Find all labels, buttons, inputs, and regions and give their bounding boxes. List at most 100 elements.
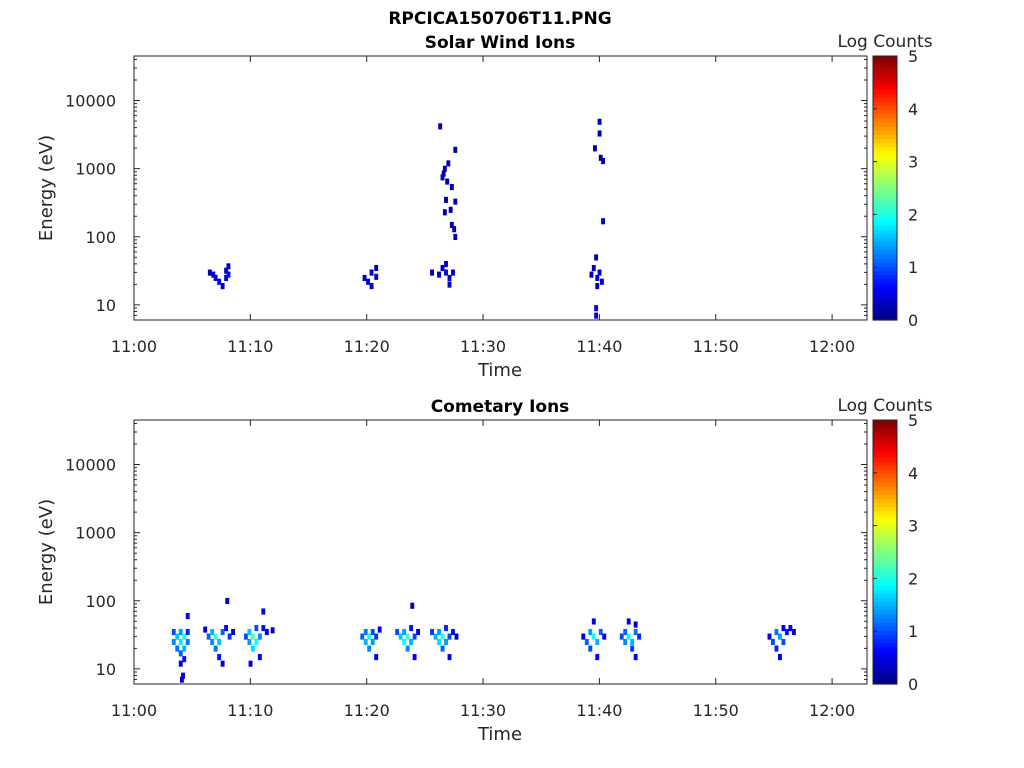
- colorbar-segment: [873, 576, 897, 582]
- heatmap-cell: [369, 283, 374, 290]
- colorbar-segment: [873, 646, 897, 652]
- heatmap-cell: [774, 645, 779, 652]
- heatmap-cell: [453, 146, 458, 153]
- colorbar-tick-label: 0: [908, 675, 918, 694]
- colorbar-segment: [873, 113, 897, 119]
- x-tick-label: 11:00: [111, 337, 157, 356]
- heatmap-cell: [250, 633, 255, 640]
- colorbar-segment: [873, 527, 897, 532]
- heatmap-cell: [444, 625, 448, 632]
- heatmap-cell: [182, 645, 187, 652]
- colorbar-segment: [873, 117, 897, 123]
- heatmap-cell: [591, 264, 596, 272]
- colorbar-segment: [873, 486, 897, 491]
- colorbar-segment: [873, 564, 897, 570]
- heatmap-cell: [213, 645, 218, 652]
- heatmap-cell: [402, 638, 407, 646]
- colorbar-segment: [873, 630, 897, 636]
- heatmap-cell: [581, 633, 586, 640]
- colorbar-segment: [873, 311, 897, 317]
- heatmap-cell: [440, 633, 445, 640]
- colorbar-tick-label: 3: [908, 153, 918, 172]
- y-tick-label: 10000: [65, 92, 116, 111]
- heatmap-cell: [626, 618, 631, 625]
- heatmap-cell: [449, 221, 454, 229]
- x-tick-label: 11:50: [693, 337, 739, 356]
- heatmap-cell: [430, 628, 434, 636]
- heatmap-cell: [217, 638, 222, 646]
- colorbar-segment: [873, 167, 897, 173]
- colorbar-segment: [873, 212, 897, 218]
- colorbar-segment: [873, 589, 897, 594]
- heatmap-cell: [402, 628, 407, 636]
- colorbar-segment: [873, 481, 897, 487]
- colorbar-tick-label: 5: [908, 47, 918, 66]
- heatmap-cell: [231, 628, 236, 636]
- colorbar-segment: [873, 622, 897, 627]
- x-tick-label: 11:50: [693, 701, 739, 720]
- heatmap-cell: [449, 184, 454, 191]
- heatmap-cell: [637, 633, 642, 640]
- heatmap-cell: [178, 650, 183, 657]
- colorbar-segment: [873, 494, 897, 499]
- colorbar-segment: [873, 278, 897, 284]
- heatmap-cell: [430, 269, 434, 276]
- heatmap-cell: [601, 218, 606, 225]
- heatmap-cell: [179, 676, 184, 683]
- heatmap-cell: [171, 628, 176, 636]
- colorbar-segment: [873, 572, 897, 578]
- colorbar-tick-label: 2: [908, 569, 918, 588]
- colorbar-segment: [873, 453, 897, 458]
- colorbar-segment: [873, 671, 897, 677]
- colorbar-segment: [873, 424, 897, 429]
- colorbar-segment: [873, 638, 897, 644]
- heatmap-cell: [374, 654, 379, 661]
- heatmap-cell: [446, 160, 451, 167]
- heatmap-cell: [584, 638, 589, 646]
- colorbar-segment: [873, 560, 897, 565]
- x-tick-label: 11:20: [344, 701, 390, 720]
- heatmap-cell: [185, 613, 190, 620]
- colorbar-segment: [873, 146, 897, 152]
- heatmap-cell: [597, 130, 602, 137]
- heatmap-cell: [454, 633, 459, 640]
- colorbar-tick-label: 4: [908, 464, 918, 483]
- colorbar-segment: [873, 229, 897, 234]
- heatmap-cell: [630, 638, 635, 646]
- colorbar-segment: [873, 605, 897, 611]
- colorbar-segment: [873, 642, 897, 648]
- heatmap-cell: [598, 154, 603, 161]
- colorbar-segment: [873, 626, 897, 631]
- colorbar-segment: [873, 68, 897, 74]
- colorbar-segment: [873, 523, 897, 528]
- colorbar-segment: [873, 155, 897, 160]
- heatmap-cell: [453, 233, 458, 241]
- x-tick-label: 12:00: [809, 701, 855, 720]
- heatmap-cell: [630, 645, 635, 652]
- colorbar-tick-label: 4: [908, 100, 918, 119]
- colorbar-segment: [873, 531, 897, 537]
- heatmap-cell: [360, 633, 365, 640]
- heatmap-cell: [788, 625, 793, 632]
- heatmap-cell: [444, 196, 448, 203]
- heatmap-cell: [633, 628, 638, 636]
- heatmap-cell: [774, 628, 779, 636]
- heatmap-cell: [220, 660, 225, 667]
- colorbar-segment: [873, 138, 897, 144]
- colorbar-segment: [873, 659, 897, 664]
- heatmap-cell: [243, 633, 248, 640]
- heatmap-cell: [181, 672, 186, 679]
- colorbar-segment: [873, 303, 897, 309]
- x-tick-label: 11:00: [111, 701, 157, 720]
- heatmap-cell: [451, 628, 455, 636]
- heatmap-cell: [254, 638, 259, 646]
- heatmap-cell: [220, 283, 225, 290]
- colorbar-segment: [873, 539, 897, 545]
- heatmap-cell: [250, 645, 255, 652]
- heatmap-cell: [777, 633, 782, 640]
- colorbar-segment: [873, 76, 897, 82]
- heatmap-cell: [363, 628, 368, 636]
- colorbar-segment: [873, 315, 897, 321]
- heatmap-cell: [395, 628, 400, 636]
